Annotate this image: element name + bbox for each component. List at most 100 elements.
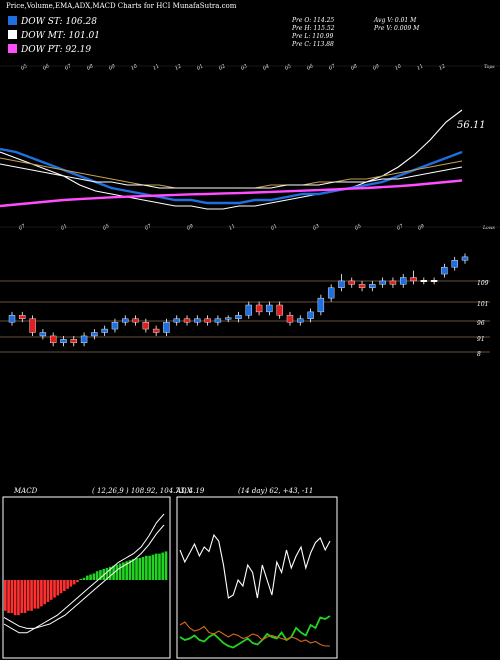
- top-tick-label: 10: [394, 63, 403, 72]
- adx-title: ADX: [176, 487, 192, 495]
- bottom-tick-label: 09: [186, 223, 195, 232]
- macd-histogram-bar: [72, 580, 76, 585]
- top-tick-label: 07: [328, 63, 337, 72]
- macd-histogram-bar: [108, 566, 112, 580]
- top-tick-label: 08: [350, 63, 359, 71]
- macd-histogram-bar: [105, 567, 109, 580]
- macd-histogram-bar: [26, 580, 30, 611]
- candle-body: [183, 318, 191, 323]
- macd-histogram-bar: [33, 580, 37, 609]
- macd-histogram-bar: [66, 580, 69, 589]
- tops-label: Tops: [484, 64, 495, 70]
- legend-label-mt: DOW MT: 101.01: [21, 31, 100, 41]
- candle-body: [204, 318, 211, 323]
- candle-body: [297, 318, 304, 323]
- macd-histogram-bar: [125, 561, 128, 580]
- candle-body: [225, 317, 232, 320]
- candle-body: [173, 318, 180, 323]
- macd-histogram-bar: [53, 580, 56, 598]
- macd-histogram-bar: [69, 580, 73, 587]
- macd-histogram-bar: [79, 578, 83, 580]
- candle-body: [111, 321, 119, 330]
- top-tick-label: 01: [196, 63, 205, 71]
- top-tick-label: 12: [174, 63, 183, 71]
- candle-body: [142, 321, 150, 330]
- candle-body: [379, 280, 386, 285]
- bottom-tick-label: 07: [18, 223, 27, 232]
- macd-histogram-bar: [20, 580, 24, 613]
- macd-histogram-bar: [138, 558, 142, 580]
- lows-label: Lows: [482, 225, 496, 231]
- bottom-tick-label: 05: [102, 223, 111, 231]
- macd-title: MACD: [14, 487, 38, 495]
- macd-histogram-bar: [13, 580, 17, 616]
- top-tick-label: 11: [416, 63, 425, 71]
- candle-body: [101, 328, 108, 333]
- candle-body: [29, 318, 36, 333]
- top-tick-label: 06: [306, 63, 315, 72]
- top-tick-label: 09: [372, 63, 381, 72]
- macd-histogram-bar: [118, 563, 122, 580]
- macd-histogram-bar: [135, 558, 138, 580]
- candle-body: [358, 284, 366, 289]
- candle-body: [132, 318, 139, 323]
- candle-body: [420, 280, 428, 282]
- top-tick-label: 02: [218, 63, 227, 71]
- candle-body: [214, 318, 222, 323]
- candle-body: [39, 332, 47, 337]
- stat-pre-high: Pre H: 115.52: [292, 25, 335, 32]
- candle-body: [441, 266, 448, 275]
- ema-pt-line: [0, 179, 463, 208]
- ema-mt-line: [0, 163, 463, 189]
- top-tick-label: 03: [240, 63, 249, 71]
- macd-panel: [3, 513, 168, 634]
- legend-swatch-mt: [8, 30, 17, 39]
- candle-body: [317, 297, 325, 313]
- price-level-label: 8: [477, 351, 481, 358]
- candle-body: [430, 280, 438, 282]
- macd-histogram-bar: [131, 559, 135, 580]
- candle-body: [389, 280, 397, 285]
- macd-histogram-bar: [40, 580, 43, 607]
- price-level-label: 109: [477, 280, 489, 287]
- top-tick-label: 06: [42, 63, 51, 72]
- adx-panel: [179, 533, 331, 649]
- macd-histogram-bar: [82, 577, 86, 580]
- macd-histogram-bar: [43, 580, 46, 605]
- price-level-label: 91: [477, 336, 485, 343]
- macd-histogram-bar: [158, 553, 161, 580]
- price-level-label: 101: [477, 301, 488, 308]
- candle-body: [451, 260, 458, 268]
- top-tick-label: 11: [152, 63, 161, 71]
- adx-frame: [176, 496, 338, 659]
- stat-pre-close: Pre C: 113.88: [292, 41, 334, 48]
- candle-body: [369, 284, 376, 289]
- macd-histogram-bar: [46, 580, 50, 602]
- bottom-tick-label: 01: [60, 223, 69, 231]
- candle-body: [461, 256, 469, 261]
- price-panel: 109 101 96 91 8: [0, 253, 490, 358]
- candle-body: [286, 315, 294, 323]
- macd-histogram-bar: [115, 564, 119, 580]
- price-level-label: 96: [477, 320, 485, 327]
- macd-histogram-bar: [154, 553, 158, 580]
- legend-st: DOW ST: 106.28: [8, 16, 97, 27]
- macd-histogram-bar: [141, 556, 145, 580]
- legend-swatch-pt: [8, 44, 17, 53]
- candle-body: [49, 335, 57, 344]
- legend-label-pt: DOW PT: 92.19: [21, 45, 92, 55]
- macd-histogram-bar: [128, 560, 132, 580]
- bottom-tick-label: 11: [228, 223, 237, 231]
- macd-histogram-bar: [92, 573, 96, 580]
- candle-body: [122, 318, 129, 323]
- bottom-tick-label: 07: [144, 223, 153, 232]
- adx-line: [179, 533, 331, 599]
- candle-body: [245, 304, 252, 316]
- macd-histogram-bar: [95, 571, 99, 580]
- macd-histogram-bar: [99, 570, 102, 580]
- candle-body: [8, 315, 16, 323]
- candle-body: [91, 332, 98, 337]
- bottom-tick-label: 09: [417, 223, 426, 232]
- macd-histogram-bar: [17, 580, 20, 616]
- candle-body: [338, 280, 345, 289]
